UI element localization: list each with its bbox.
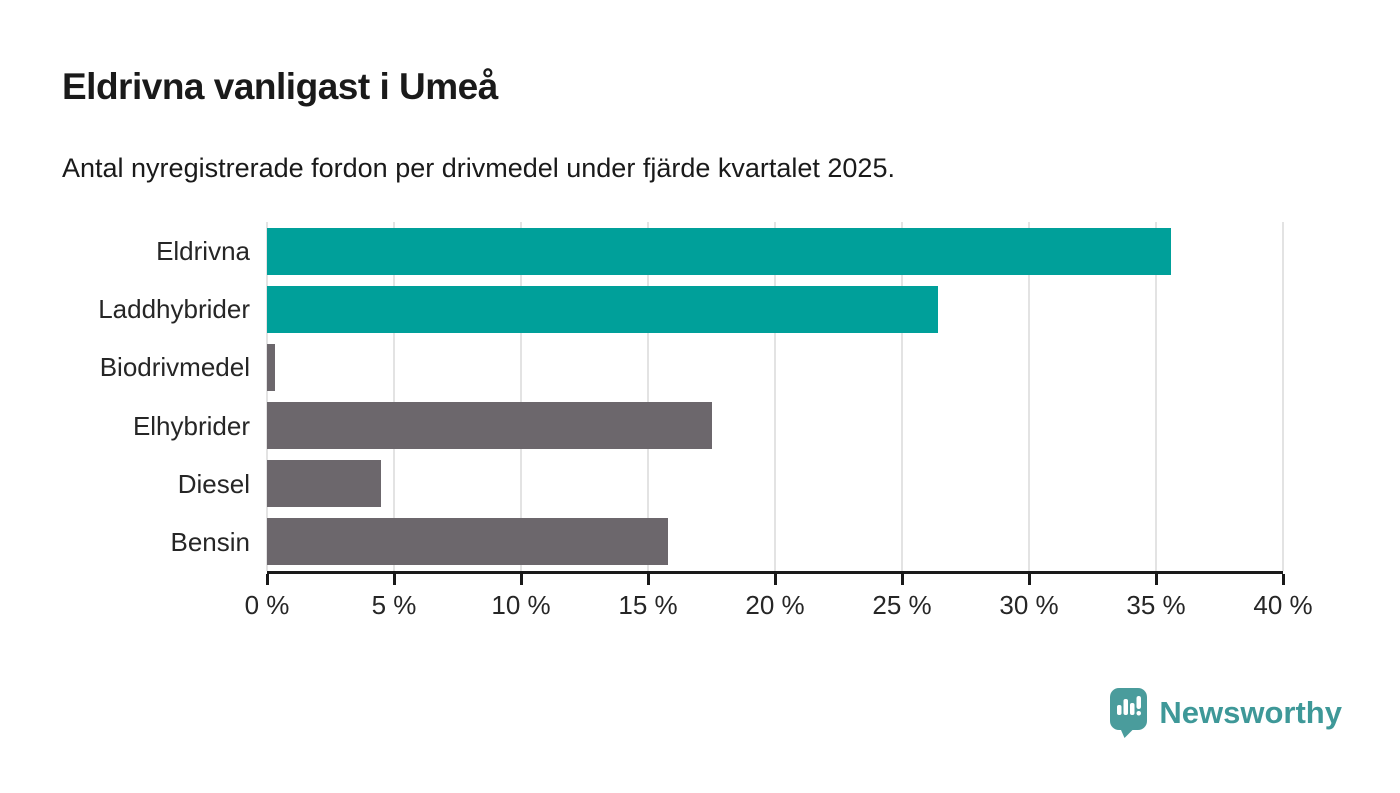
chart-subtitle: Antal nyregistrerade fordon per drivmede… xyxy=(62,153,895,183)
brand-footer: Newsworthy xyxy=(1110,688,1342,738)
gridline xyxy=(901,222,903,571)
x-tick-label: 10 % xyxy=(491,590,551,620)
x-tick-label: 25 % xyxy=(872,590,932,620)
category-label: Eldrivna xyxy=(156,236,250,266)
gridline xyxy=(1028,222,1030,571)
x-tick-mark xyxy=(392,574,396,585)
x-tick-mark xyxy=(900,574,904,585)
category-label: Laddhybrider xyxy=(98,294,250,325)
gridline xyxy=(774,222,776,571)
bar xyxy=(267,227,1172,275)
category-label: Elhybrider xyxy=(132,410,250,441)
x-tick-mark xyxy=(1154,574,1158,585)
x-tick-label: 35 % xyxy=(1126,590,1186,620)
x-tick-mark xyxy=(646,574,650,585)
x-tick-mark xyxy=(773,574,777,585)
bar xyxy=(267,518,669,566)
bar xyxy=(267,402,712,450)
brand-name: Newsworthy xyxy=(1159,695,1342,730)
category-labels: Eldrivna Laddhybrider Biodrivmedel Elhybrid… xyxy=(0,222,250,571)
plot-area: 0 % 5 % 10 % 15 % 20 % 25 % 30 % 35 % 40 % xyxy=(245,222,1313,620)
bar xyxy=(267,343,275,391)
x-tick-mark xyxy=(519,574,523,585)
x-tick-label: 30 % xyxy=(999,590,1059,620)
gridline xyxy=(393,222,395,571)
x-tick-mark xyxy=(1281,574,1285,585)
gridline xyxy=(1282,222,1284,571)
x-tick-label: 15 % xyxy=(618,590,678,620)
newsworthy-logo-icon xyxy=(1110,688,1148,738)
x-tick-label: 5 % xyxy=(371,590,417,620)
bar xyxy=(267,460,382,508)
chart-title: Eldrivna vanligast i Umeå xyxy=(62,66,498,107)
gridline xyxy=(266,222,268,571)
gridline xyxy=(647,222,649,571)
x-tick-label: 20 % xyxy=(745,590,805,620)
x-tick-label: 0 % xyxy=(244,590,290,620)
x-tick-label: 40 % xyxy=(1253,590,1313,620)
bar xyxy=(267,285,938,333)
x-tick-mark xyxy=(265,574,269,585)
x-tick-mark xyxy=(1027,574,1031,585)
category-label: Diesel xyxy=(177,468,250,499)
gridline xyxy=(520,222,522,571)
category-label: Biodrivmedel xyxy=(99,352,250,383)
gridline xyxy=(1155,222,1157,571)
category-label: Bensin xyxy=(170,526,251,557)
